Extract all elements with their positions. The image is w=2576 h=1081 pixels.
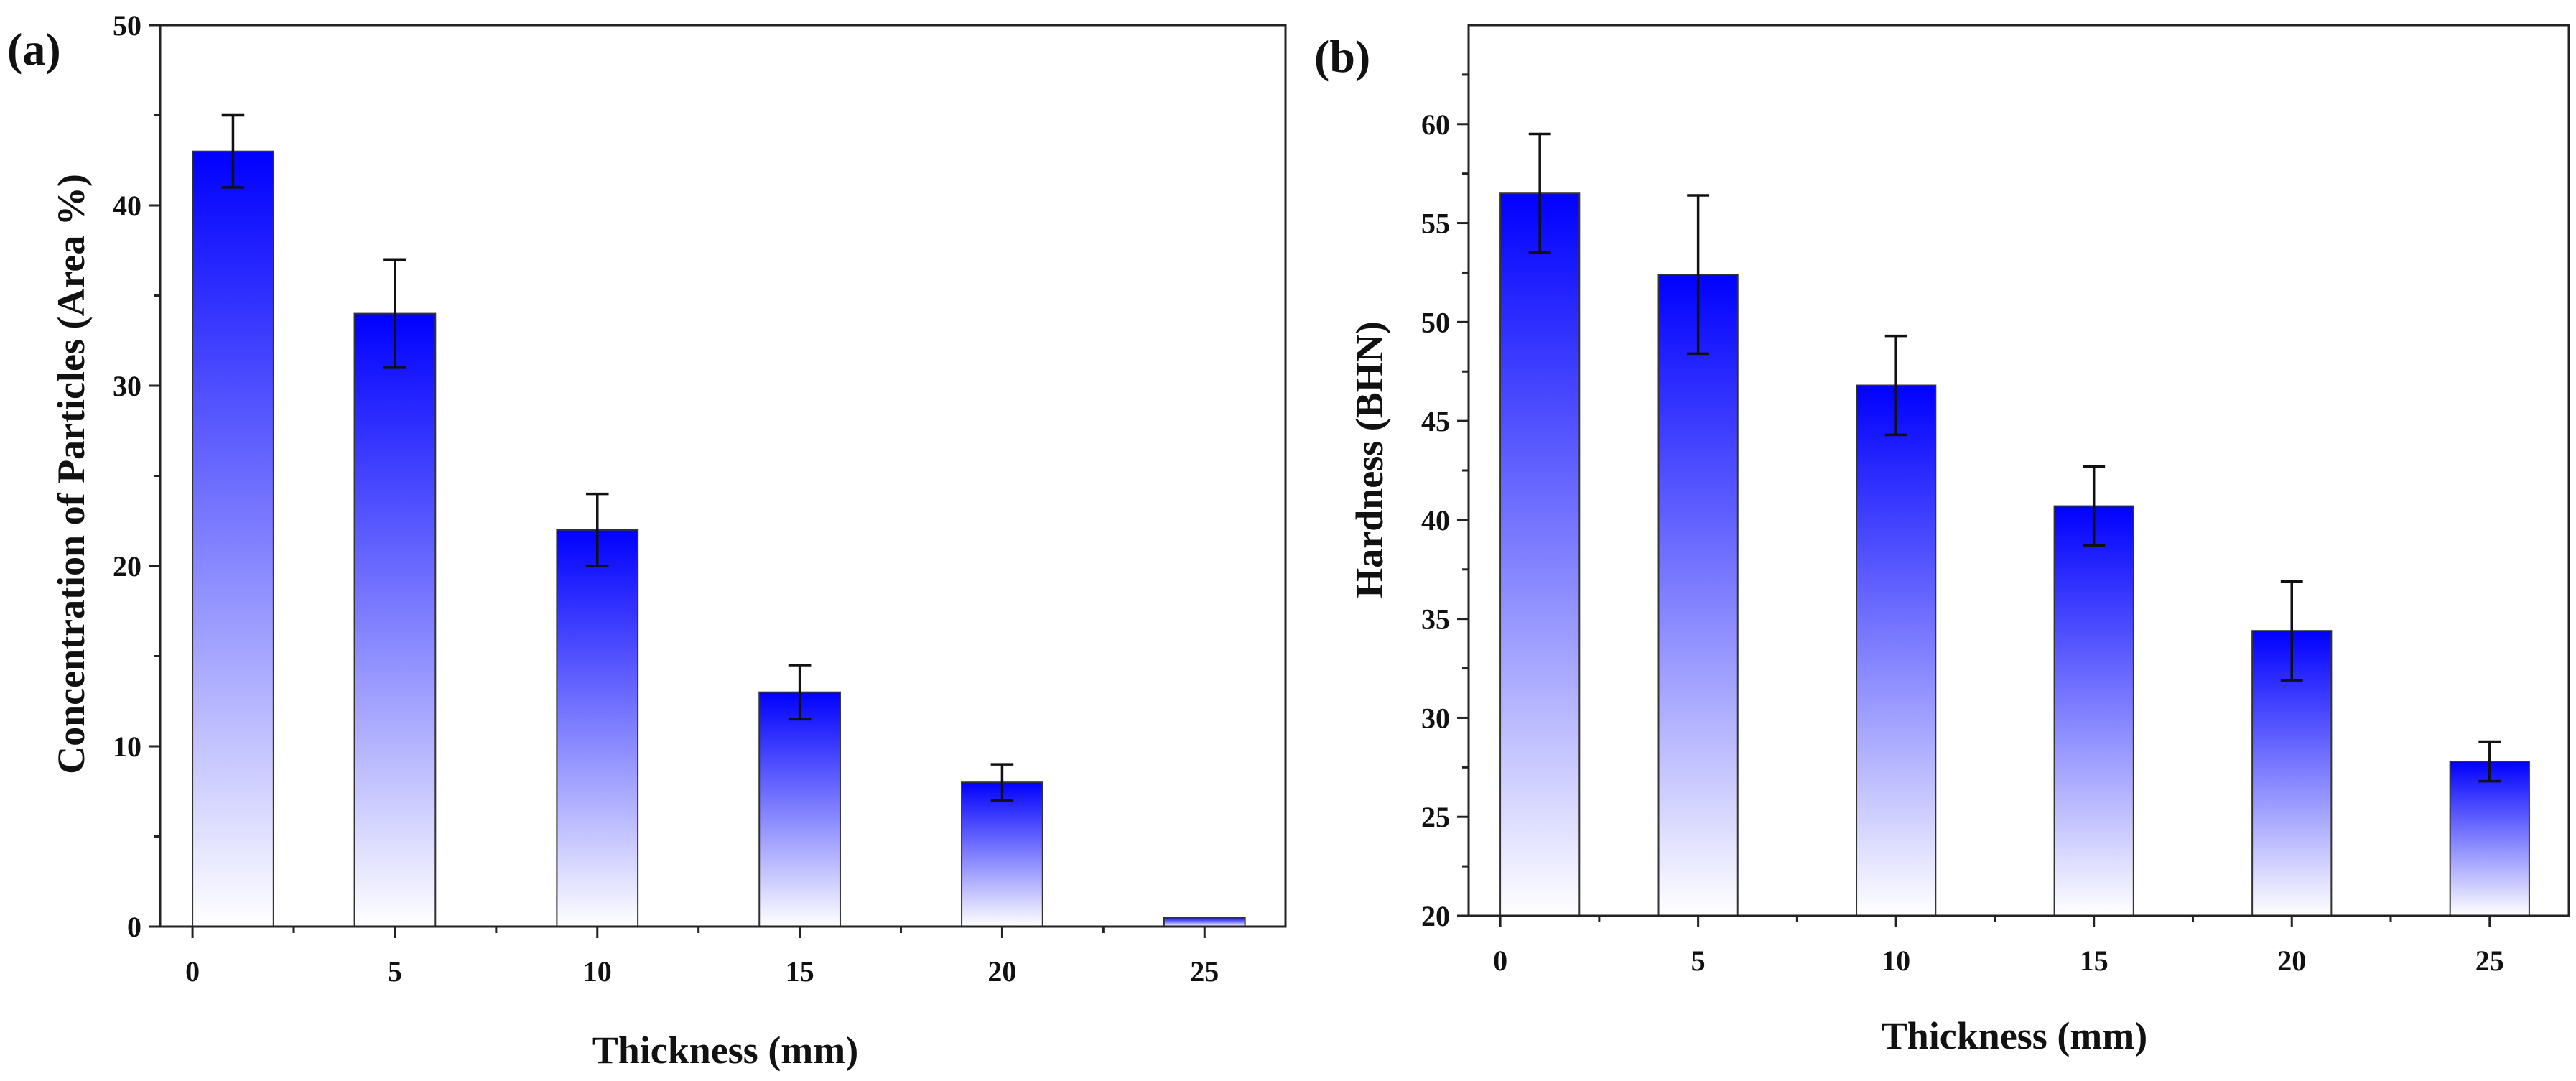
error-bar-a-4 <box>990 763 1014 802</box>
x-tick-label-b-4: 20 <box>2277 945 2306 977</box>
x-axis-title-a: Thickness (mm) <box>592 1029 859 1072</box>
error-bar-b-1 <box>1687 194 1710 356</box>
y-tick-label-a-5: 50 <box>113 9 141 42</box>
y-tick-label-b-4: 40 <box>1421 504 1450 537</box>
chart-panel-b: (b) 20 25 30 35 40 45 50 55 60 0 5 10 15 20 25 Thickn… <box>1314 24 2570 1057</box>
x-tick-label-a-5: 25 <box>1190 955 1219 988</box>
plot-frame-b <box>1467 24 2570 917</box>
y-tick-label-b-6: 50 <box>1421 306 1450 338</box>
error-bar-b-5 <box>2478 740 2501 783</box>
y-axis-b: 20 25 30 35 40 45 50 55 60 <box>1421 73 1469 932</box>
x-tick-label-a-1: 5 <box>388 955 402 988</box>
x-tick-label-b-0: 0 <box>1493 945 1507 977</box>
error-bar-b-4 <box>2280 580 2303 682</box>
bar-a-1 <box>353 312 437 928</box>
bar-a-0 <box>192 150 274 928</box>
x-tick-label-b-1: 5 <box>1691 945 1706 977</box>
error-bar-b-2 <box>1884 334 1907 437</box>
y-axis-title-b: Hardness (BHN) <box>1348 321 1391 598</box>
x-tick-label-b-5: 25 <box>2475 945 2504 977</box>
x-tick-label-b-2: 10 <box>1882 945 1910 977</box>
x-tick-label-a-3: 15 <box>786 955 814 988</box>
panel-label-b: (b) <box>1314 31 1370 82</box>
x-tick-label-b-3: 15 <box>2080 945 2108 977</box>
bars-a <box>192 150 1246 928</box>
bar-b-1 <box>1657 274 1739 917</box>
y-tick-label-a-4: 40 <box>113 190 141 222</box>
plot-frame-a <box>159 24 1287 928</box>
error-bar-b-0 <box>1528 132 1551 254</box>
x-axis-a: 0 5 10 15 20 25 <box>185 927 1219 988</box>
error-bars-b <box>1528 132 2501 783</box>
x-tick-label-a-0: 0 <box>185 955 200 988</box>
y-tick-label-a-3: 30 <box>113 370 141 402</box>
y-tick-label-a-0: 0 <box>127 911 141 943</box>
y-tick-label-b-1: 25 <box>1421 801 1450 833</box>
error-bars-a <box>221 113 1014 802</box>
y-tick-label-b-7: 55 <box>1421 208 1450 240</box>
bar-b-5 <box>2449 761 2530 917</box>
bar-a-5 <box>1163 917 1246 927</box>
y-axis-title-a: Concentration of Particles (Area %) <box>50 174 93 774</box>
error-bar-a-0 <box>221 113 245 189</box>
y-tick-label-b-5: 45 <box>1421 405 1450 437</box>
error-bar-b-3 <box>2083 465 2106 547</box>
x-tick-label-a-4: 20 <box>987 955 1016 988</box>
y-tick-label-b-0: 20 <box>1421 900 1450 932</box>
y-tick-label-a-1: 10 <box>113 730 141 763</box>
error-bar-a-3 <box>788 664 812 721</box>
chart-panel-a: (a) 0 10 20 30 40 50 0 5 10 15 20 25 Thickness (mm… <box>7 9 1287 1072</box>
y-tick-label-b-8: 60 <box>1421 108 1450 141</box>
y-tick-label-a-2: 20 <box>113 550 141 583</box>
bars-b <box>1499 192 2530 917</box>
bar-a-2 <box>556 529 639 927</box>
bar-b-2 <box>1856 384 1937 917</box>
x-axis-b: 0 5 10 15 20 25 <box>1493 916 2504 977</box>
x-axis-title-b: Thickness (mm) <box>1882 1014 2148 1057</box>
y-tick-label-b-3: 35 <box>1421 603 1450 636</box>
error-bar-a-2 <box>585 492 609 567</box>
bar-a-4 <box>961 781 1043 927</box>
bar-a-3 <box>758 691 841 927</box>
bar-b-0 <box>1499 192 1581 917</box>
bar-b-3 <box>2053 505 2134 917</box>
panel-label-a: (a) <box>7 24 61 75</box>
y-tick-label-b-2: 30 <box>1421 702 1450 734</box>
error-bar-a-1 <box>383 258 406 369</box>
x-tick-label-a-2: 10 <box>583 955 612 988</box>
y-axis-a: 0 10 20 30 40 50 <box>113 9 160 943</box>
